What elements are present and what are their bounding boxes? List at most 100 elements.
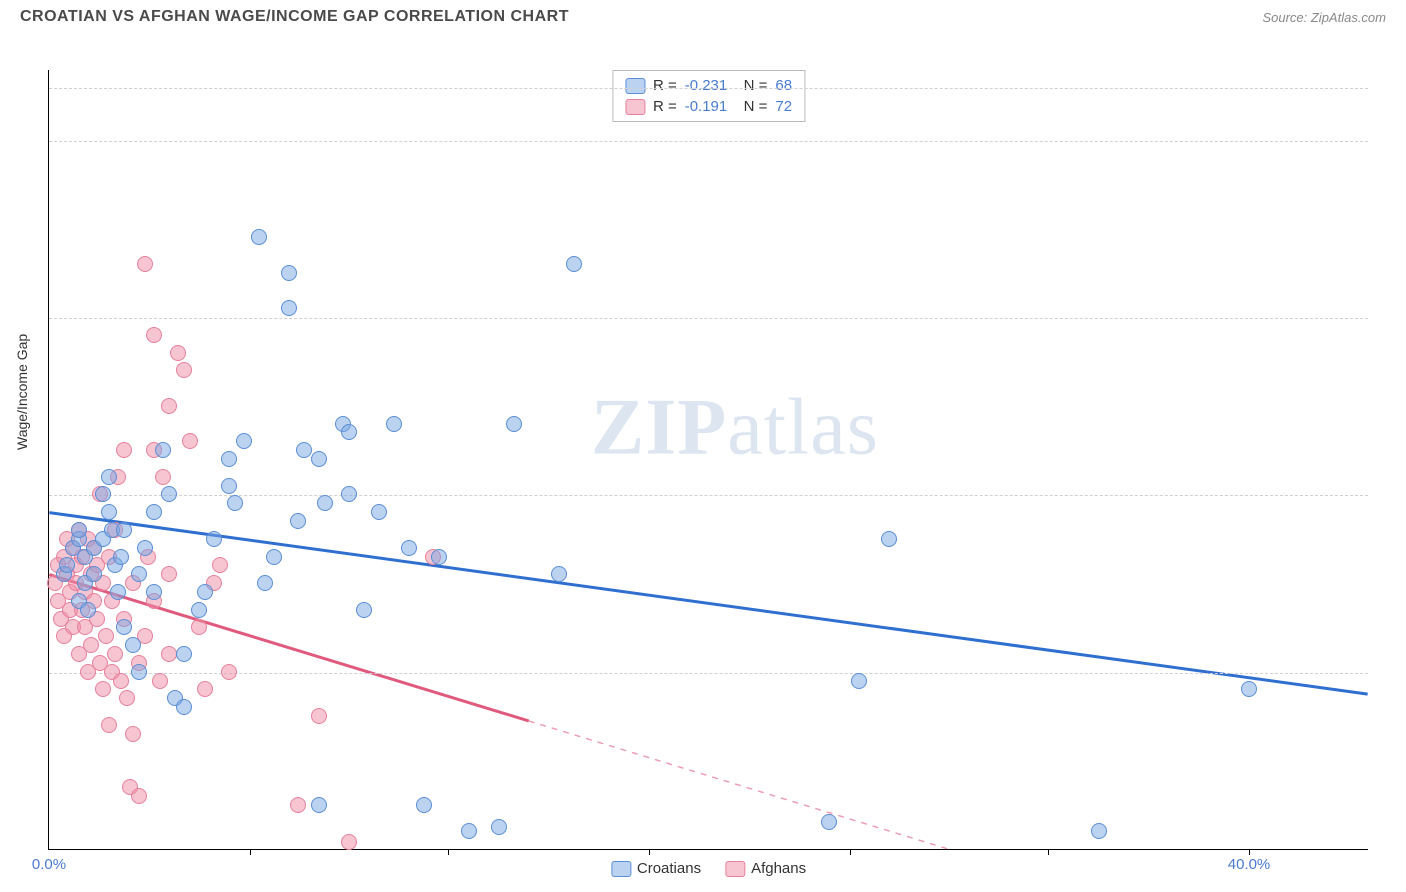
data-point-croatians [116,619,132,635]
data-point-croatians [356,602,372,618]
data-point-croatians [551,566,567,582]
data-point-croatians [113,549,129,565]
data-point-croatians [821,814,837,830]
data-point-croatians [95,486,111,502]
y-tick-label: 20.0% [1378,664,1406,681]
legend-item-croatians: Croatians [611,860,701,877]
data-point-afghans [161,566,177,582]
chart-container: Wage/Income Gap ZIPatlas R = -0.231 N = … [0,30,1406,890]
data-point-afghans [176,362,192,378]
data-point-croatians [236,433,252,449]
data-point-croatians [221,451,237,467]
data-point-afghans [107,646,123,662]
data-point-croatians [137,540,153,556]
data-point-croatians [59,557,75,573]
data-point-afghans [182,433,198,449]
swatch-afghans-bottom [725,861,745,877]
data-point-croatians [371,504,387,520]
gridline-h [49,318,1368,319]
x-tick-mark [850,849,851,855]
x-tick-label: 40.0% [1228,856,1271,873]
data-point-croatians [506,416,522,432]
watermark: ZIPatlas [591,383,879,474]
data-point-afghans [341,834,357,850]
data-point-croatians [401,540,417,556]
swatch-croatians [625,78,645,94]
data-point-croatians [131,664,147,680]
x-tick-mark [448,849,449,855]
data-point-croatians [341,424,357,440]
data-point-afghans [311,708,327,724]
data-point-croatians [1091,823,1107,839]
data-point-croatians [266,549,282,565]
data-point-croatians [125,637,141,653]
data-point-croatians [227,495,243,511]
data-point-afghans [197,681,213,697]
y-tick-label: 60.0% [1378,310,1406,327]
legend-row-afghans: R = -0.191 N = 72 [625,96,792,117]
gridline-h [49,141,1368,142]
gridline-h [49,495,1368,496]
x-tick-label: 0.0% [32,856,66,873]
data-point-croatians [131,566,147,582]
data-point-croatians [851,673,867,689]
data-point-croatians [176,646,192,662]
data-point-croatians [311,451,327,467]
swatch-afghans [625,99,645,115]
data-point-afghans [191,619,207,635]
data-point-afghans [290,797,306,813]
data-point-croatians [386,416,402,432]
data-point-croatians [86,566,102,582]
data-point-croatians [257,575,273,591]
x-tick-mark [1048,849,1049,855]
plot-area: ZIPatlas R = -0.231 N = 68 R = -0.191 N … [48,70,1368,850]
data-point-croatians [281,300,297,316]
data-point-afghans [221,664,237,680]
gridline-h [49,88,1368,89]
chart-source: Source: ZipAtlas.com [1262,10,1386,25]
data-point-croatians [296,442,312,458]
x-tick-mark [250,849,251,855]
data-point-afghans [152,673,168,689]
data-point-afghans [116,442,132,458]
data-point-croatians [146,584,162,600]
data-point-croatians [71,522,87,538]
data-point-croatians [80,602,96,618]
data-point-afghans [161,398,177,414]
data-point-croatians [197,584,213,600]
data-point-croatians [311,797,327,813]
series-legend: Croatians Afghans [611,860,806,877]
data-point-croatians [221,478,237,494]
y-tick-label: 40.0% [1378,487,1406,504]
data-point-croatians [206,531,222,547]
y-tick-label: 80.0% [1378,132,1406,149]
data-point-croatians [317,495,333,511]
swatch-croatians-bottom [611,861,631,877]
y-axis-label: Wage/Income Gap [14,334,30,450]
data-point-afghans [131,788,147,804]
data-point-afghans [170,345,186,361]
data-point-croatians [566,256,582,272]
data-point-afghans [146,327,162,343]
x-tick-mark [649,849,650,855]
legend-row-croatians: R = -0.231 N = 68 [625,75,792,96]
data-point-croatians [146,504,162,520]
x-tick-mark [1249,849,1250,855]
data-point-afghans [212,557,228,573]
data-point-croatians [251,229,267,245]
data-point-croatians [290,513,306,529]
data-point-afghans [125,726,141,742]
data-point-croatians [491,819,507,835]
data-point-croatians [461,823,477,839]
data-point-croatians [176,699,192,715]
data-point-afghans [161,646,177,662]
trend-lines-layer [49,70,1368,849]
data-point-croatians [161,486,177,502]
correlation-legend: R = -0.231 N = 68 R = -0.191 N = 72 [612,70,805,122]
data-point-afghans [137,256,153,272]
data-point-croatians [101,469,117,485]
data-point-afghans [119,690,135,706]
data-point-croatians [881,531,897,547]
data-point-croatians [116,522,132,538]
data-point-croatians [101,504,117,520]
